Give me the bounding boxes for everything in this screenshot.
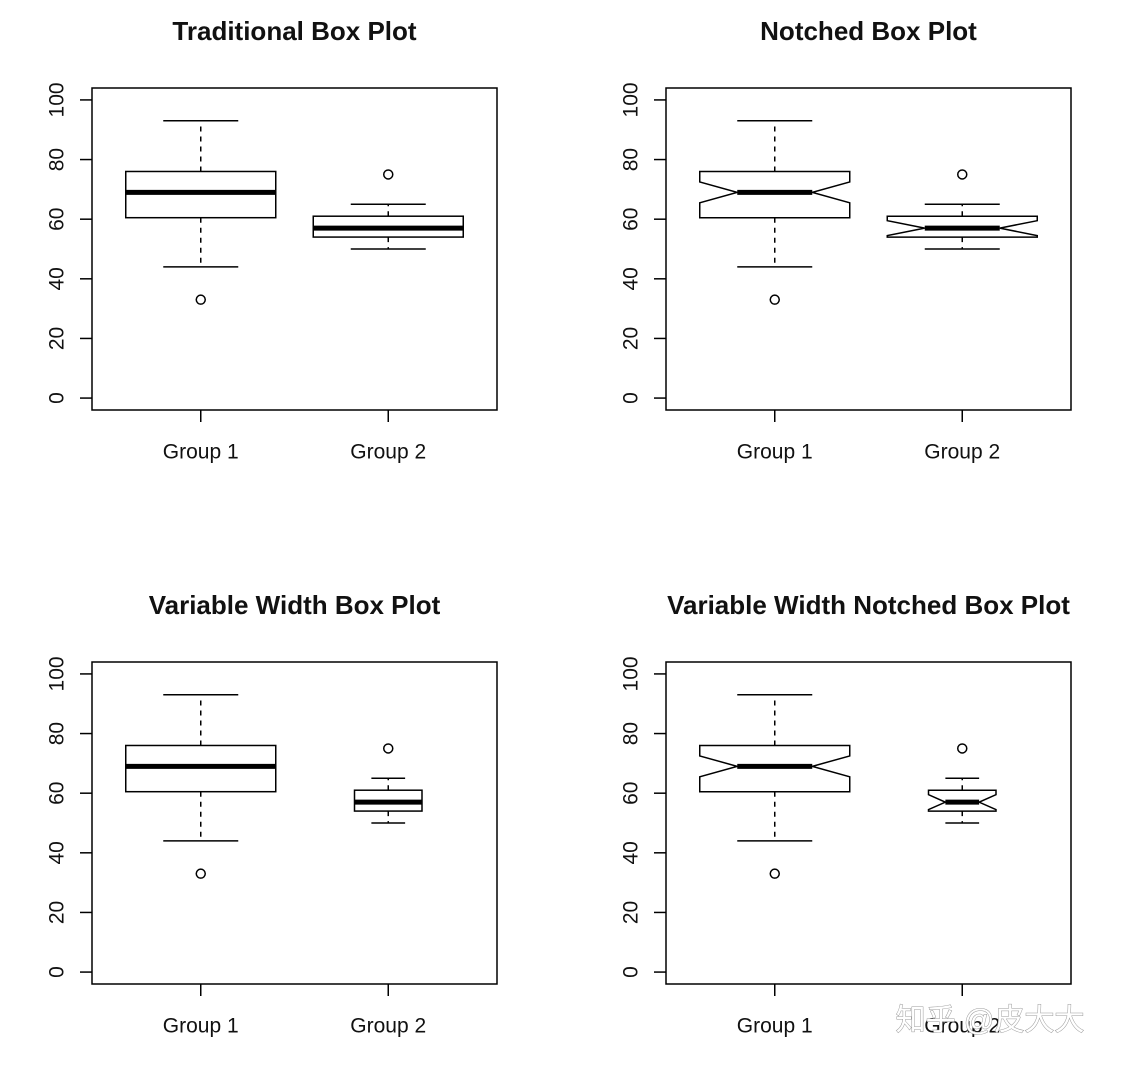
outlier bbox=[957, 169, 968, 180]
y-tick-label: 60 bbox=[620, 208, 643, 231]
outlier bbox=[195, 868, 206, 879]
y-tick-label: 20 bbox=[620, 901, 643, 924]
panel: Traditional Box Plot 0 20 40 60 80 100 Group 1 G… bbox=[46, 16, 498, 464]
chart-title: Traditional Box Plot bbox=[172, 16, 416, 46]
y-tick-label: 40 bbox=[46, 267, 69, 290]
outlier bbox=[383, 169, 394, 180]
y-tick-label: 40 bbox=[620, 267, 643, 290]
y-tick-label: 40 bbox=[46, 841, 69, 864]
y-tick-label: 100 bbox=[46, 82, 69, 117]
y-tick-label: 60 bbox=[620, 782, 643, 805]
y-tick-label: 100 bbox=[620, 656, 643, 691]
chart-title: Notched Box Plot bbox=[760, 16, 977, 46]
panel: Variable Width Notched Box Plot 0 20 40 60 80… bbox=[620, 590, 1072, 1038]
x-tick-label: Group 2 bbox=[350, 1015, 426, 1038]
outlier bbox=[769, 868, 780, 879]
outlier bbox=[769, 294, 780, 305]
x-tick-label: Group 1 bbox=[163, 1015, 239, 1038]
x-tick-label: Group 2 bbox=[924, 1015, 1000, 1038]
y-tick-label: 80 bbox=[620, 722, 643, 745]
watermark: 知乎 @皮大大 bbox=[896, 1004, 1085, 1037]
plot-frame bbox=[91, 87, 498, 411]
y-tick-label: 20 bbox=[620, 327, 643, 350]
y-tick-label: 80 bbox=[620, 148, 643, 171]
x-tick-label: Group 2 bbox=[924, 441, 1000, 464]
plot-frame bbox=[91, 661, 498, 985]
y-tick-label: 60 bbox=[46, 208, 69, 231]
plot-frame bbox=[665, 87, 1072, 411]
outlier bbox=[383, 743, 394, 754]
x-tick-label: Group 2 bbox=[350, 441, 426, 464]
y-tick-label: 100 bbox=[46, 656, 69, 691]
outlier bbox=[195, 294, 206, 305]
panel: Variable Width Box Plot 0 20 40 60 80 100 Group… bbox=[46, 590, 498, 1038]
chart-title: Variable Width Box Plot bbox=[149, 590, 441, 620]
x-tick-label: Group 1 bbox=[737, 1015, 813, 1038]
x-tick-label: Group 1 bbox=[737, 441, 813, 464]
y-tick-label: 80 bbox=[46, 148, 69, 171]
y-tick-label: 20 bbox=[46, 901, 69, 924]
y-tick-label: 0 bbox=[46, 392, 69, 404]
panel: Notched Box Plot 0 20 40 60 80 100 Group 1 Group… bbox=[620, 16, 1072, 464]
outlier bbox=[957, 743, 968, 754]
y-tick-label: 80 bbox=[46, 722, 69, 745]
x-tick-label: Group 1 bbox=[163, 441, 239, 464]
y-tick-label: 0 bbox=[620, 392, 643, 404]
y-tick-label: 0 bbox=[46, 966, 69, 978]
y-tick-label: 20 bbox=[46, 327, 69, 350]
y-tick-label: 60 bbox=[46, 782, 69, 805]
plot-frame bbox=[665, 661, 1072, 985]
y-tick-label: 40 bbox=[620, 841, 643, 864]
chart-title: Variable Width Notched Box Plot bbox=[667, 590, 1070, 620]
y-tick-label: 0 bbox=[620, 966, 643, 978]
y-tick-label: 100 bbox=[620, 82, 643, 117]
